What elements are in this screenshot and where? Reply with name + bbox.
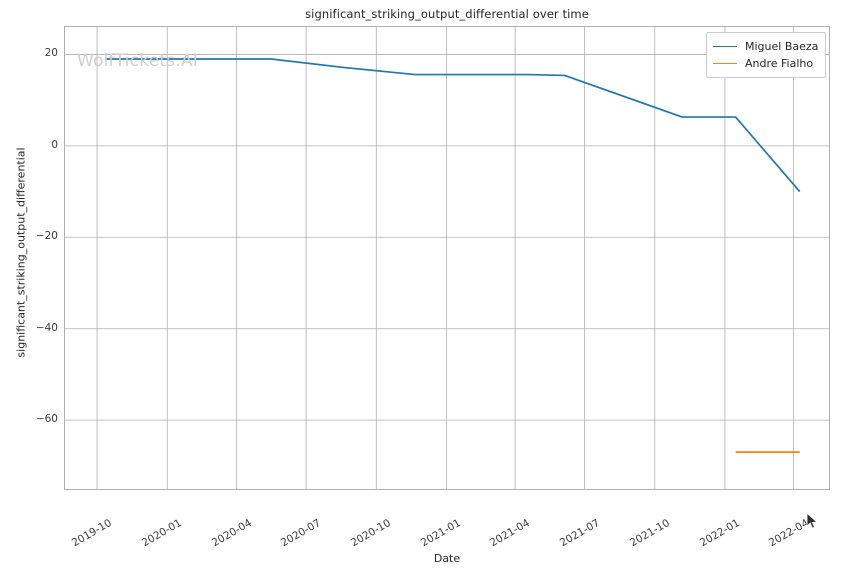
legend-color-swatch xyxy=(713,46,737,47)
series-line xyxy=(105,58,801,193)
x-tick-label: 2021-04 xyxy=(488,516,533,550)
x-tick-label: 2020-07 xyxy=(278,516,323,550)
x-tick-label: 2020-10 xyxy=(349,516,394,550)
x-tick-label: 2020-01 xyxy=(140,516,185,550)
legend-label: Miguel Baeza xyxy=(745,40,819,53)
x-tick-label: 2022-01 xyxy=(697,516,742,550)
x-tick-label: 2021-10 xyxy=(627,516,672,550)
chart-legend[interactable]: Miguel Baeza Andre Fialho xyxy=(706,32,827,78)
x-tick-label: 2021-07 xyxy=(557,516,602,550)
y-tick-label: 0 xyxy=(51,138,58,151)
legend-item[interactable]: Miguel Baeza xyxy=(713,38,818,55)
legend-color-swatch xyxy=(713,63,737,64)
legend-item[interactable]: Andre Fialho xyxy=(713,55,818,72)
y-tick-label: −60 xyxy=(35,413,58,426)
x-axis-ticks: 2019-10 2020-01 2020-04 2020-07 2020-10 2021-… xyxy=(64,491,830,551)
chart-title: significant_striking_output_differential… xyxy=(305,7,589,21)
x-tick-label: 2021-01 xyxy=(419,516,464,550)
y-axis-ticks: 20 0 −20 −40 −60 xyxy=(0,26,58,490)
y-tick-label: −40 xyxy=(35,321,58,334)
y-axis-label: significant_striking_output_differential xyxy=(14,147,28,358)
y-tick-label: −20 xyxy=(35,230,58,243)
x-axis-label: Date xyxy=(433,552,461,565)
chart-series-layer xyxy=(105,58,801,453)
legend-label: Andre Fialho xyxy=(745,57,814,70)
y-tick-label: 20 xyxy=(44,47,58,60)
plot-area[interactable]: WolfTickets.AI xyxy=(64,26,830,490)
x-tick-label: 2020-04 xyxy=(209,516,254,550)
x-tick-label: 2019-10 xyxy=(69,516,114,550)
chart-gridlines xyxy=(65,27,829,489)
x-tick-label: 2022-04 xyxy=(766,516,811,550)
